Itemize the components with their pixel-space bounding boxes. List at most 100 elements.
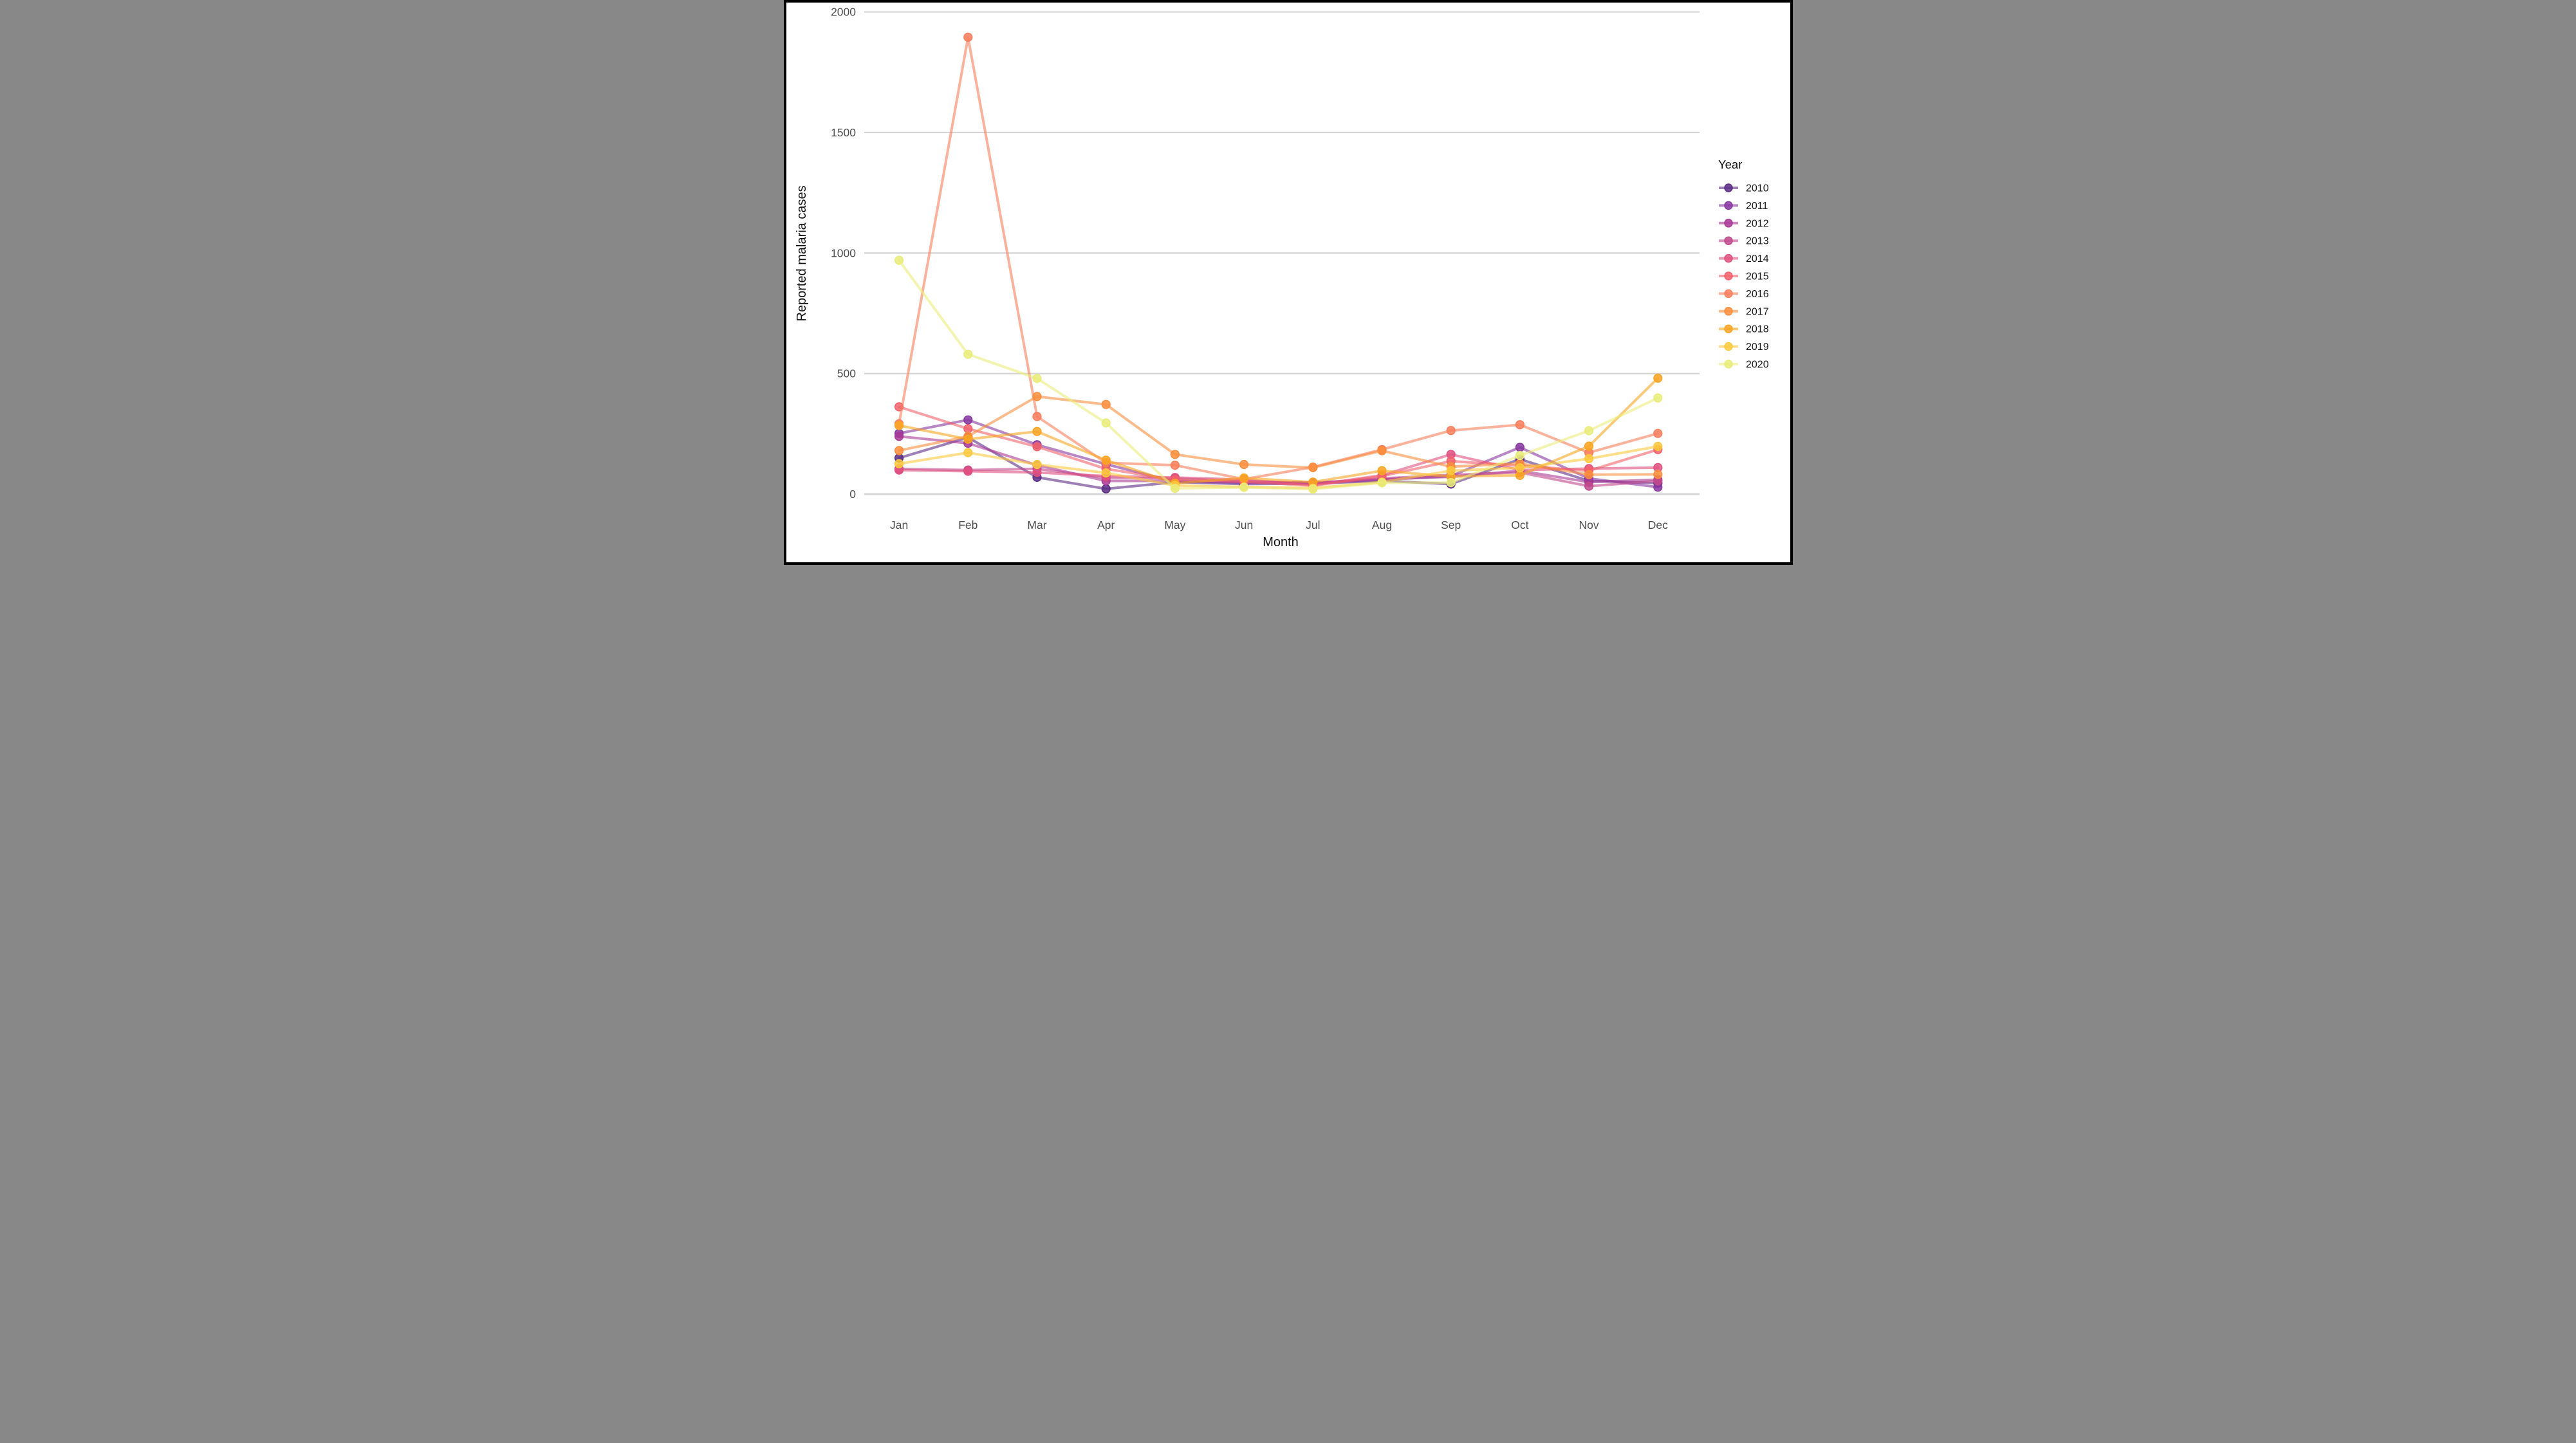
data-point-2018-oct <box>1515 470 1524 481</box>
x-tick-label-dec: Dec <box>1647 519 1667 531</box>
data-point-2020-aug <box>1376 478 1387 488</box>
legend-key-point-2018 <box>1723 324 1733 333</box>
legend-label-2010: 2010 <box>1746 183 1769 194</box>
data-point-2017-nov <box>1584 470 1593 479</box>
data-point-2020-jan <box>894 255 903 265</box>
legend-key-point-2011 <box>1723 201 1733 210</box>
y-tick-label-1000: 1000 <box>831 246 856 259</box>
data-point-2013-nov <box>1584 481 1593 491</box>
x-tick-label-oct: Oct <box>1511 519 1528 531</box>
legend-key-point-2012 <box>1723 219 1733 228</box>
data-point-2011-feb <box>963 415 972 425</box>
legend-key-point-2015 <box>1723 271 1733 280</box>
legend-item-2015: 2015 <box>1718 271 1769 282</box>
legend-item-2014: 2014 <box>1718 253 1769 264</box>
legend-item-2019: 2019 <box>1718 342 1769 353</box>
legend-label-2013: 2013 <box>1746 236 1769 247</box>
legend-label-2019: 2019 <box>1746 342 1769 353</box>
data-point-2017-jun <box>1239 459 1248 470</box>
data-point-2018-dec <box>1653 373 1662 383</box>
data-point-2020-dec <box>1653 393 1662 403</box>
data-point-2017-apr <box>1101 400 1111 409</box>
data-point-2020-apr <box>1101 418 1111 428</box>
data-point-2018-jan <box>894 421 903 430</box>
legend-key-point-2019 <box>1723 342 1733 351</box>
legend-label-2011: 2011 <box>1746 201 1768 212</box>
data-point-2019-apr <box>1101 468 1111 478</box>
legend-title: Year <box>1718 158 1742 171</box>
legend-key-point-2017 <box>1723 307 1733 316</box>
x-tick-label-may: May <box>1164 519 1185 531</box>
legend-item-2013: 2013 <box>1718 236 1769 247</box>
data-point-2014-mar <box>1032 468 1042 477</box>
y-tick-label-2000: 2000 <box>831 6 856 19</box>
data-point-2017-may <box>1170 450 1180 459</box>
y-tick-label-1500: 1500 <box>831 126 856 139</box>
y-axis-tick-labels: 0 500 1000 1500 2000 <box>831 6 856 501</box>
data-point-2016-dec <box>1653 428 1662 438</box>
data-point-2016-feb <box>963 32 972 42</box>
legend-label-2018: 2018 <box>1746 324 1769 335</box>
data-point-2019-mar <box>1032 459 1042 470</box>
legend-label-2016: 2016 <box>1746 289 1769 300</box>
data-point-2018-feb <box>963 434 972 444</box>
data-point-2018-mar <box>1032 427 1042 436</box>
legend: 2010 2011 2012 2013 2014 2015 2016 2017 2018 2019… <box>1718 183 1769 371</box>
data-point-2011-oct <box>1515 443 1524 452</box>
data-point-2019-nov <box>1584 454 1593 464</box>
legend-label-2020: 2020 <box>1746 360 1769 371</box>
legend-key-point-2014 <box>1723 253 1733 263</box>
legend-key-point-2016 <box>1723 289 1733 299</box>
data-point-2015-feb <box>963 424 972 434</box>
x-tick-label-jan: Jan <box>889 519 907 531</box>
x-tick-label-nov: Nov <box>1579 519 1598 531</box>
data-point-2016-sep <box>1446 426 1456 436</box>
legend-key-point-2010 <box>1723 183 1733 192</box>
gridlines <box>864 11 1700 495</box>
y-tick-label-500: 500 <box>837 367 855 380</box>
data-point-2020-sep <box>1446 477 1456 488</box>
x-axis-title: Month <box>1263 535 1299 549</box>
data-point-2018-aug <box>1376 466 1387 475</box>
legend-label-2012: 2012 <box>1746 218 1769 229</box>
data-point-2020-oct <box>1515 450 1524 461</box>
data-point-2016-oct <box>1515 420 1524 430</box>
malaria-cases-line-chart: 0 500 1000 1500 2000 Jan Feb Mar Apr May Jun Jul Au… <box>795 6 1769 549</box>
x-axis-tick-labels: Jan Feb Mar Apr May Jun Jul Aug Sep Oct Nov Dec <box>889 519 1667 531</box>
x-tick-label-jun: Jun <box>1234 519 1252 531</box>
y-tick-label-0: 0 <box>849 488 856 501</box>
legend-item-2020: 2020 <box>1718 360 1769 371</box>
legend-label-2014: 2014 <box>1746 253 1769 264</box>
data-point-2018-nov <box>1584 441 1593 451</box>
series-line-2016 <box>897 35 1659 481</box>
x-tick-label-mar: Mar <box>1027 519 1046 531</box>
data-point-2019-dec <box>1653 441 1662 452</box>
data-point-2017-jul <box>1308 463 1317 473</box>
x-tick-label-jul: Jul <box>1306 519 1320 531</box>
legend-label-2017: 2017 <box>1746 306 1769 317</box>
data-point-2012-jan <box>894 432 903 441</box>
series-line-2018 <box>897 376 1659 485</box>
data-point-2018-apr <box>1101 455 1111 465</box>
data-point-2020-mar <box>1032 374 1042 383</box>
data-point-2020-jun <box>1239 483 1248 492</box>
data-point-2019-oct <box>1515 463 1524 473</box>
series-line-2020 <box>897 259 1659 491</box>
data-point-2020-may <box>1170 483 1180 493</box>
legend-label-2015: 2015 <box>1746 271 1769 282</box>
x-tick-label-aug: Aug <box>1371 519 1391 531</box>
series-lines <box>894 32 1662 494</box>
legend-item-2011: 2011 <box>1718 201 1768 212</box>
data-point-2017-jan <box>894 446 903 455</box>
x-tick-label-sep: Sep <box>1441 519 1461 531</box>
data-point-2019-sep <box>1446 466 1456 475</box>
data-point-2020-jul <box>1308 484 1317 494</box>
x-tick-label-feb: Feb <box>958 519 978 531</box>
chart-frame: 0 500 1000 1500 2000 Jan Feb Mar Apr May Jun Jul Au… <box>783 0 1793 565</box>
data-point-2017-aug <box>1376 446 1387 455</box>
data-point-2018-jun <box>1239 473 1248 483</box>
series-2016 <box>894 32 1662 484</box>
data-point-2020-nov <box>1584 426 1593 436</box>
data-point-2017-mar <box>1032 392 1042 401</box>
x-tick-label-apr: Apr <box>1097 519 1115 531</box>
